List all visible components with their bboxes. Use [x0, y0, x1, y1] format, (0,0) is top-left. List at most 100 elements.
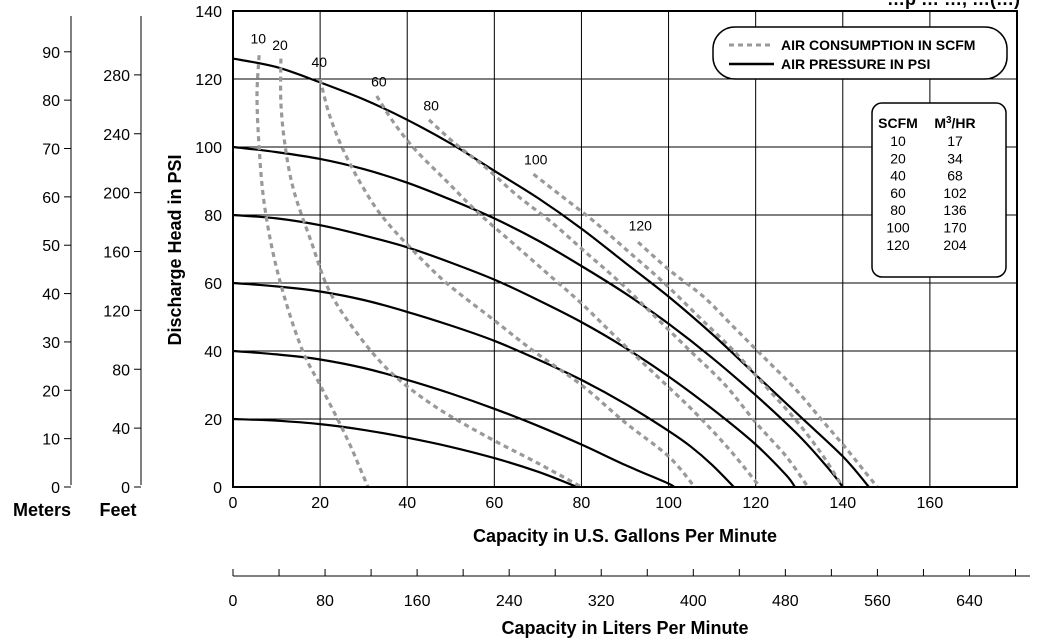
y-tick-label: 60 [204, 276, 222, 293]
feet-tick-label: 120 [103, 303, 130, 320]
feet-tick-label: 40 [112, 421, 130, 438]
table-cell-m3hr: 17 [947, 133, 963, 149]
table-header-hr: /HR [952, 115, 976, 131]
legend-label-scfm: AIR CONSUMPTION IN SCFM [781, 37, 975, 53]
scfm-curve-100 [532, 172, 845, 488]
liters-tick-label: 320 [588, 593, 615, 610]
pressure-curve-60 [232, 281, 735, 488]
table-cell-m3hr: 136 [943, 202, 967, 218]
scfm-curve-120 [637, 241, 879, 489]
liters-tick-label: 400 [680, 593, 707, 610]
meters-tick-label: 40 [42, 287, 60, 304]
meters-tick-label: 30 [42, 335, 60, 352]
x-tick-label: 120 [742, 495, 769, 512]
table-box [871, 102, 1007, 278]
pressure-curve-80 [232, 213, 796, 488]
meters-tick-label: 10 [42, 432, 60, 449]
scfm-curve-10 [255, 55, 370, 488]
x-axis-ticks: 0 20 40 60 80 100 120 140 160 [229, 495, 944, 512]
liters-tick-label: 80 [316, 593, 334, 610]
table-header-sup: 3 [946, 115, 952, 126]
table-cell-m3hr: 34 [947, 150, 963, 166]
feet-tick-label: 200 [103, 186, 130, 203]
scfm-label: 80 [423, 97, 439, 113]
meters-tick-label: 60 [42, 190, 60, 207]
feet-tick-label: 280 [103, 68, 130, 85]
pressure-curve-100 [232, 145, 844, 488]
pressure-curves [232, 57, 870, 489]
pressure-curve-40 [232, 349, 675, 488]
y-tick-label: 20 [204, 412, 222, 429]
y-tick-label: 80 [204, 208, 222, 225]
scfm-curve-40 [318, 78, 696, 489]
legend: AIR CONSUMPTION IN SCFM AIR PRESSURE IN … [712, 26, 1008, 80]
table-cell-scfm: 120 [886, 237, 910, 253]
scfm-curve-60 [375, 95, 762, 489]
liters-tick-label: 0 [229, 593, 238, 610]
feet-tick-label: 0 [121, 480, 130, 497]
meters-tick-label: 80 [42, 93, 60, 110]
feet-axis: 0 40 80 120 160 200 240 280 [103, 16, 142, 497]
meters-tick-label: 70 [42, 141, 60, 158]
y-tick-label: 140 [195, 4, 222, 21]
table-rows: 10 17 20 34 40 68 60 102 80 136 100 170 120 204 [886, 133, 967, 253]
x-tick-label: 80 [573, 495, 591, 512]
table-cell-scfm: 20 [890, 150, 906, 166]
scfm-label: 60 [371, 73, 387, 89]
table-header-scfm: SCFM [878, 115, 918, 131]
scfm-curve-20 [278, 58, 583, 489]
meters-tick-label: 50 [42, 238, 60, 255]
y-axis-title: Discharge Head in PSI [165, 154, 185, 345]
x-tick-label: 20 [311, 495, 329, 512]
table-cell-m3hr: 68 [947, 168, 963, 184]
y-tick-label: 120 [195, 72, 222, 89]
liters-tick-label: 240 [496, 593, 523, 610]
table-cell-m3hr: 102 [943, 185, 967, 201]
chart-title: …p … …, …(…) [887, 0, 1020, 9]
x-tick-label: 40 [398, 495, 416, 512]
legend-label-psi: AIR PRESSURE IN PSI [781, 56, 930, 72]
feet-tick-label: 160 [103, 245, 130, 262]
curve-labels: 10 20 40 60 80 100 120 [250, 30, 652, 233]
liters-tick-label: 480 [772, 593, 799, 610]
liters-tick-label: 560 [864, 593, 891, 610]
x-axis-title: Capacity in U.S. Gallons Per Minute [473, 526, 777, 546]
table-header-m3hr: M3/HR [934, 115, 975, 131]
feet-tick-label: 240 [103, 127, 130, 144]
meters-tick-label: 20 [42, 383, 60, 400]
meters-tick-label: 0 [51, 480, 60, 497]
x-tick-label: 160 [917, 495, 944, 512]
feet-tick-label: 80 [112, 362, 130, 379]
x-tick-label: 100 [655, 495, 682, 512]
pressure-curve-20 [232, 417, 578, 489]
scfm-label: 20 [272, 37, 288, 53]
liters-tick-label: 640 [956, 593, 983, 610]
y-tick-label: 40 [204, 344, 222, 361]
y-tick-label: 0 [213, 480, 222, 497]
meters-axis: 0 10 20 30 40 50 60 70 80 90 [42, 16, 72, 497]
table-cell-m3hr: 170 [943, 220, 967, 236]
liters-axis: 0 80 160 240 320 400 480 560 640 [229, 569, 1030, 610]
x-tick-label: 140 [829, 495, 856, 512]
y-axis-ticks: 0 20 40 60 80 100 120 140 [195, 4, 222, 497]
y-tick-label: 100 [195, 140, 222, 157]
table-cell-scfm: 60 [890, 185, 906, 201]
plot-frame [232, 10, 1018, 488]
scfm-label: 10 [250, 30, 266, 46]
liters-axis-title: Capacity in Liters Per Minute [501, 618, 748, 638]
scfm-label: 120 [629, 217, 653, 233]
meters-tick-label: 90 [42, 45, 60, 62]
scfm-label: 100 [524, 152, 548, 168]
table-header-m: M [934, 115, 946, 131]
scfm-curve-80 [427, 118, 810, 488]
liters-tick-label: 160 [404, 593, 431, 610]
table-cell-scfm: 80 [890, 202, 906, 218]
x-tick-label: 0 [229, 495, 238, 512]
x-tick-label: 60 [485, 495, 503, 512]
scfm-label: 40 [311, 54, 327, 70]
pressure-curve-125 [232, 57, 870, 488]
table-cell-scfm: 10 [890, 133, 906, 149]
feet-label: Feet [99, 500, 136, 520]
